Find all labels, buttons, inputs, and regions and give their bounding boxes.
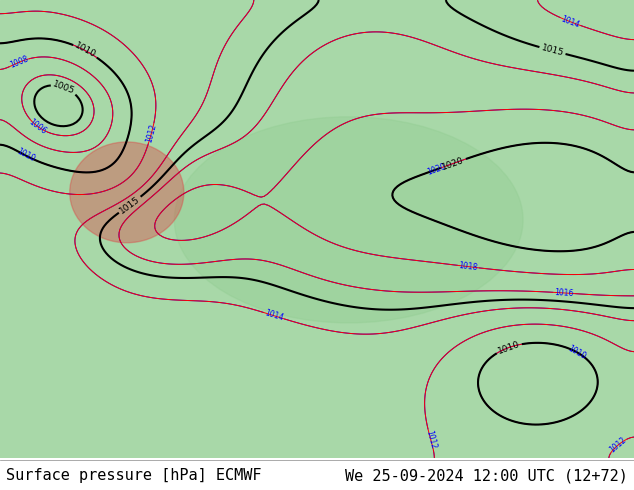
Text: We 25-09-2024 12:00 UTC (12+72): We 25-09-2024 12:00 UTC (12+72) (345, 468, 628, 483)
Text: 1010: 1010 (496, 340, 521, 356)
Text: 1010: 1010 (73, 41, 98, 60)
Text: 1015: 1015 (118, 195, 142, 215)
Text: 1006: 1006 (27, 117, 48, 136)
Text: 1020: 1020 (426, 162, 447, 177)
Text: 1008: 1008 (8, 54, 30, 70)
Text: 1014: 1014 (264, 309, 285, 323)
Text: 1012: 1012 (608, 436, 628, 455)
Ellipse shape (70, 142, 184, 243)
Text: 1012: 1012 (145, 123, 158, 144)
Text: 1014: 1014 (560, 14, 581, 29)
Text: 1016: 1016 (554, 288, 574, 298)
Text: 1020: 1020 (441, 155, 465, 172)
Text: 1012: 1012 (424, 429, 437, 450)
Text: 1010: 1010 (15, 147, 36, 164)
Text: 1015: 1015 (540, 43, 565, 58)
Text: 1010: 1010 (566, 343, 587, 361)
Text: 1018: 1018 (458, 261, 479, 272)
Text: 1005: 1005 (52, 79, 76, 96)
Ellipse shape (174, 117, 523, 323)
Text: Surface pressure [hPa] ECMWF: Surface pressure [hPa] ECMWF (6, 468, 262, 483)
